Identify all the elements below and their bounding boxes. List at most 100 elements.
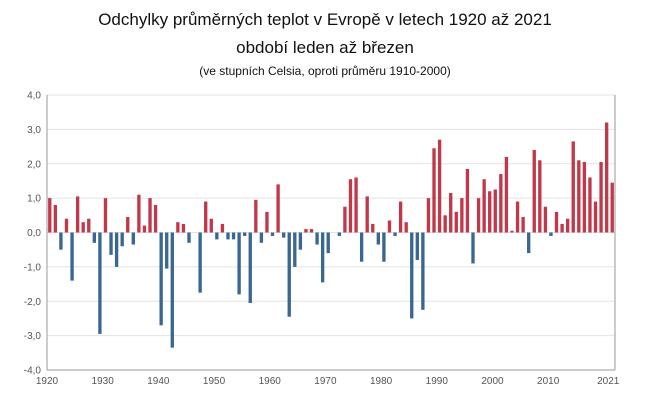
bar-1952 — [226, 232, 230, 240]
bar-1935 — [131, 232, 135, 245]
bar-1930 — [103, 198, 108, 233]
bar-1989 — [432, 148, 436, 233]
x-tick-label: 1970 — [314, 376, 337, 387]
bar-1953 — [231, 232, 236, 240]
y-tick-label: 0,0 — [27, 228, 41, 239]
bar-1948 — [204, 201, 208, 233]
bar-1961 — [276, 184, 280, 233]
x-tick-label: 2010 — [537, 376, 560, 387]
bar-1926 — [81, 222, 85, 233]
bar-2003 — [510, 230, 514, 233]
bar-1986 — [415, 232, 419, 260]
bar-1928 — [92, 232, 96, 243]
bar-2013 — [566, 218, 570, 233]
bar-1932 — [114, 232, 119, 267]
bar-2002 — [504, 156, 509, 233]
bar-1996 — [471, 232, 475, 264]
chart-subtitle: období leden až březen — [236, 38, 414, 57]
bar-1944 — [181, 223, 186, 233]
bar-1987 — [421, 232, 425, 310]
bar-2009 — [543, 206, 548, 233]
bar-1969 — [320, 232, 325, 283]
bar-1924 — [70, 232, 74, 281]
bar-1985 — [410, 232, 414, 319]
y-tick-label: -1,0 — [24, 262, 42, 273]
bar-1974 — [348, 179, 353, 233]
bar-1920 — [48, 198, 52, 233]
bar-1956 — [248, 232, 252, 303]
bar-1972 — [337, 232, 342, 236]
bar-1954 — [237, 232, 241, 295]
bar-1960 — [270, 232, 275, 236]
bar-1978 — [371, 223, 375, 233]
bar-2008 — [538, 160, 542, 233]
bar-1927 — [87, 218, 91, 233]
bar-1922 — [59, 232, 63, 250]
bar-1962 — [282, 232, 286, 238]
bar-1933 — [120, 232, 124, 247]
bar-1973 — [343, 206, 347, 233]
bar-1992 — [449, 192, 453, 233]
bar-1999 — [488, 191, 492, 233]
bar-2020 — [604, 122, 609, 233]
bar-1991 — [443, 215, 447, 233]
bar-1994 — [460, 198, 464, 233]
bar-1925 — [75, 196, 80, 233]
bar-2011 — [554, 211, 559, 233]
bar-1958 — [259, 232, 264, 243]
bar-1984 — [404, 222, 408, 233]
bar-1949 — [209, 218, 213, 233]
bar-series — [48, 122, 614, 348]
axes — [46, 95, 616, 371]
bar-1957 — [254, 199, 258, 233]
bar-1988 — [426, 198, 431, 233]
x-tick-label: 1930 — [92, 376, 115, 387]
x-tick-label: 1950 — [203, 376, 226, 387]
bar-1941 — [165, 232, 169, 269]
bar-1951 — [220, 223, 225, 233]
bar-1943 — [176, 222, 180, 233]
bar-2014 — [571, 141, 575, 233]
bar-1975 — [354, 177, 358, 233]
bar-1955 — [243, 232, 247, 236]
bar-2000 — [493, 189, 497, 233]
x-tick-label: 2000 — [481, 376, 504, 387]
bar-2007 — [532, 150, 536, 233]
bar-1947 — [198, 232, 202, 293]
bar-1998 — [482, 179, 486, 233]
bar-2016 — [582, 162, 587, 233]
bar-1937 — [142, 225, 147, 233]
bar-1995 — [465, 168, 470, 233]
bar-1976 — [359, 232, 364, 262]
y-tick-label: -3,0 — [24, 331, 42, 342]
bar-1997 — [476, 198, 481, 233]
bar-2005 — [521, 217, 525, 233]
bar-2012 — [560, 223, 564, 233]
bar-1934 — [126, 217, 130, 233]
bar-2018 — [593, 201, 598, 233]
y-tick-label: 2,0 — [27, 159, 41, 170]
bar-1970 — [326, 232, 330, 254]
bar-2006 — [527, 232, 531, 254]
bar-1940 — [159, 232, 163, 326]
bar-1981 — [387, 220, 392, 233]
chart-title: Odchylky průměrných teplot v Evropě v le… — [98, 10, 552, 29]
y-tick-label: -2,0 — [24, 297, 42, 308]
bar-2015 — [577, 160, 581, 233]
y-tick-label: 1,0 — [27, 194, 41, 205]
bar-1942 — [170, 232, 174, 348]
bar-2010 — [549, 232, 553, 236]
y-tick-label: -4,0 — [24, 366, 42, 377]
bar-1965 — [298, 232, 303, 250]
bar-2017 — [588, 177, 592, 233]
bar-2021 — [610, 182, 614, 233]
bar-1968 — [315, 232, 319, 245]
chart-note: (ve stupních Celsia, oproti průměru 1910… — [199, 64, 451, 78]
bar-1977 — [365, 196, 369, 233]
bar-1963 — [287, 232, 291, 317]
bar-1980 — [382, 232, 386, 262]
bar-1967 — [309, 229, 314, 233]
bar-1993 — [454, 211, 458, 233]
